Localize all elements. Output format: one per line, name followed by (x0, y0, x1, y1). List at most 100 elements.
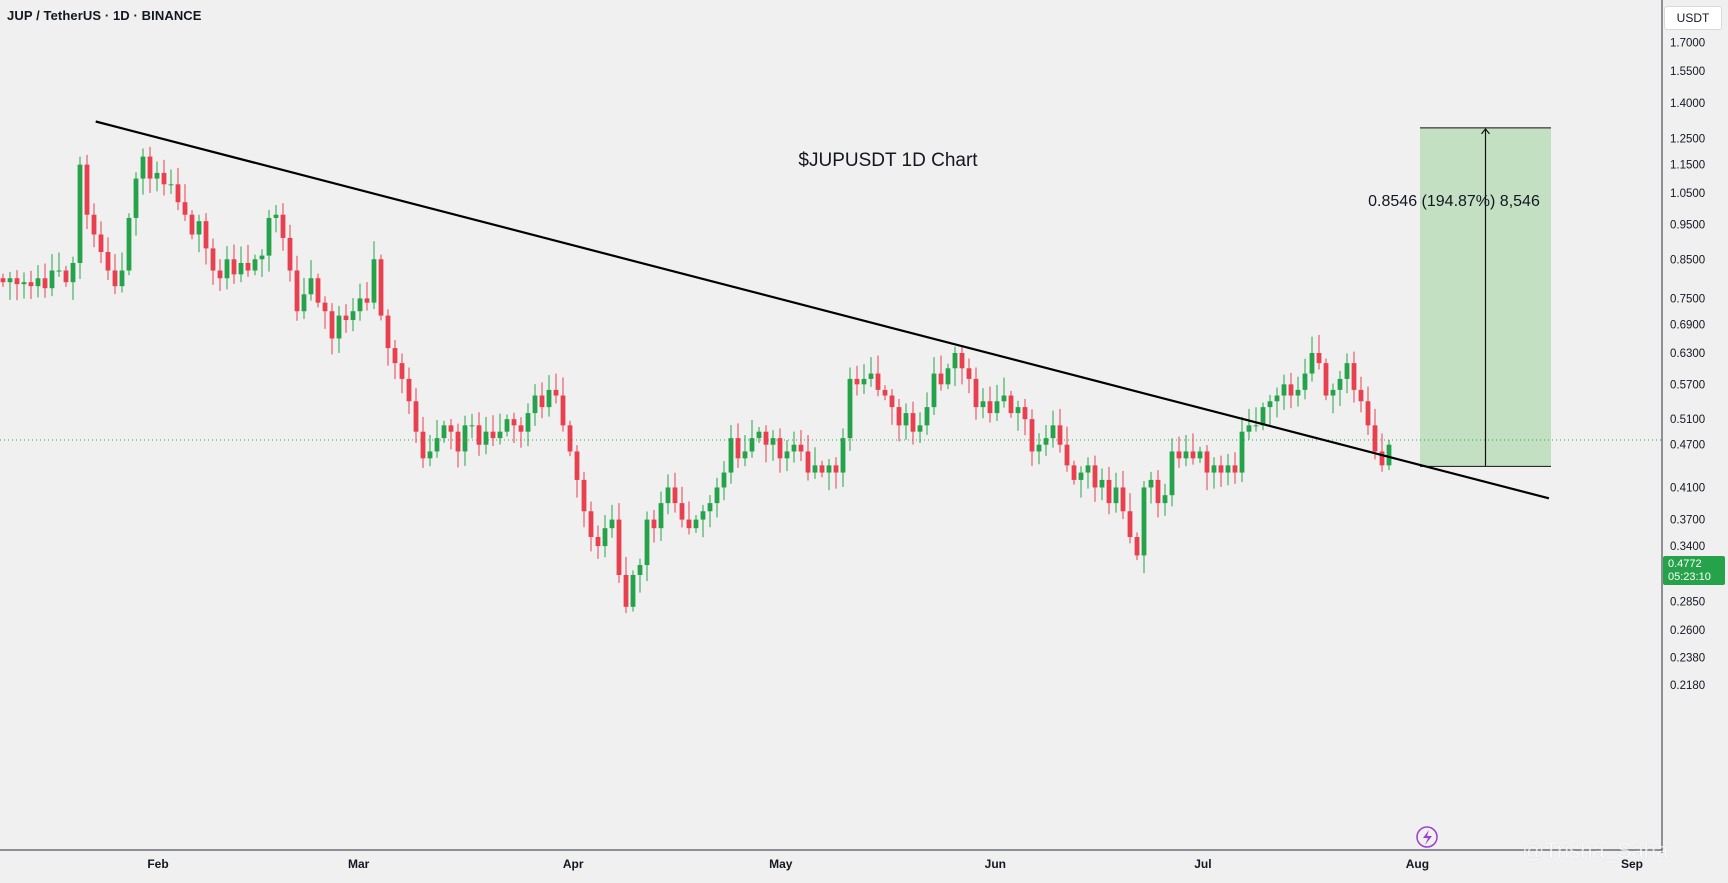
candle (427, 435, 433, 467)
symbol-title[interactable]: JUP / TetherUS · 1D · BINANCE (7, 8, 202, 23)
candle-body (182, 202, 188, 215)
x-tick-label: May (769, 857, 793, 871)
candle-body (1358, 389, 1364, 402)
candle (1239, 416, 1245, 483)
candle-body (917, 425, 923, 432)
candle-body (406, 378, 412, 402)
candle (1162, 483, 1168, 516)
candle-body (448, 425, 454, 432)
chart-heading: $JUPUSDT 1D Chart (798, 150, 978, 171)
candle-body (1127, 511, 1133, 537)
candle-body (938, 373, 944, 385)
candle (819, 460, 825, 478)
candle-body (175, 184, 181, 203)
candle-body (84, 164, 90, 215)
candle-body (343, 315, 349, 321)
candle-body (245, 262, 251, 271)
candle-body (994, 401, 1000, 414)
candle (770, 430, 776, 461)
candle (952, 346, 958, 386)
candle-body (1351, 363, 1357, 390)
candle (196, 214, 202, 253)
currency-badge[interactable]: USDT (1664, 6, 1722, 30)
candle (861, 364, 867, 394)
candle-body (637, 565, 643, 575)
candle-body (1372, 425, 1378, 452)
candle-body (644, 519, 650, 566)
candle (679, 486, 685, 528)
candle (1015, 400, 1021, 431)
candle (497, 413, 503, 445)
bar-countdown: 05:23:10 (1668, 571, 1711, 583)
candle (294, 255, 300, 321)
candle-body (630, 574, 636, 607)
candle-body (875, 373, 881, 390)
candle (1358, 376, 1364, 413)
candle (217, 259, 223, 292)
candle-body (350, 311, 356, 321)
candle-body (399, 363, 405, 379)
candle-body (28, 282, 34, 287)
candle (266, 209, 272, 272)
candle (553, 373, 559, 404)
time-axis[interactable]: Feb Mar Apr May Jun Jul Aug Sep (147, 857, 1643, 871)
candle (1204, 445, 1210, 491)
candle-body (476, 425, 482, 445)
candle-body (707, 503, 713, 512)
bolt-icon[interactable] (1416, 826, 1438, 848)
price-axis[interactable]: 1.7000 1.5500 1.4000 1.2500 1.1500 1.0500 0.95… (1670, 37, 1705, 692)
candle (154, 161, 160, 192)
axes (0, 0, 1663, 853)
y-tick-label: 0.5700 (1670, 379, 1705, 391)
candle (560, 377, 566, 432)
candle-body (1225, 465, 1231, 473)
candle (245, 244, 251, 277)
candle (1043, 425, 1049, 456)
candle-body (826, 465, 832, 473)
candle-body (98, 234, 104, 252)
candle-body (1302, 373, 1308, 390)
candle-body (392, 348, 398, 364)
candle (903, 403, 909, 440)
y-tick-label: 1.2500 (1670, 134, 1705, 146)
candle-body (14, 278, 20, 285)
candle (714, 477, 720, 518)
candle (490, 415, 496, 447)
candle-body (189, 214, 195, 235)
candle (917, 412, 923, 443)
candle-body (861, 378, 867, 385)
candle (1274, 387, 1280, 418)
candle (273, 204, 279, 233)
candle (1092, 455, 1098, 502)
candle (707, 495, 713, 528)
candle-body (119, 270, 125, 287)
candle-body (1288, 384, 1294, 396)
trendline[interactable] (95, 120, 1550, 500)
candle-body (217, 270, 223, 279)
candle (322, 296, 328, 329)
candle (1372, 408, 1378, 460)
candle (574, 445, 580, 498)
candle-body (1155, 479, 1161, 504)
measure-range-box[interactable] (1420, 127, 1551, 467)
candle (448, 418, 454, 450)
candle (70, 256, 76, 300)
candle (889, 389, 895, 425)
candle (567, 420, 573, 457)
candle-body (1022, 407, 1028, 420)
candle-body (329, 311, 335, 339)
candle-body (133, 178, 139, 218)
candle (119, 252, 125, 293)
candle (147, 146, 153, 193)
candle-body (784, 451, 790, 459)
y-tick-label: 0.5100 (1670, 414, 1705, 426)
candle (28, 270, 34, 299)
candle (931, 357, 937, 416)
candle (126, 213, 132, 276)
candle-body (420, 431, 426, 459)
candle (1155, 470, 1161, 518)
candle-body (812, 465, 818, 473)
candle-body (105, 251, 111, 271)
